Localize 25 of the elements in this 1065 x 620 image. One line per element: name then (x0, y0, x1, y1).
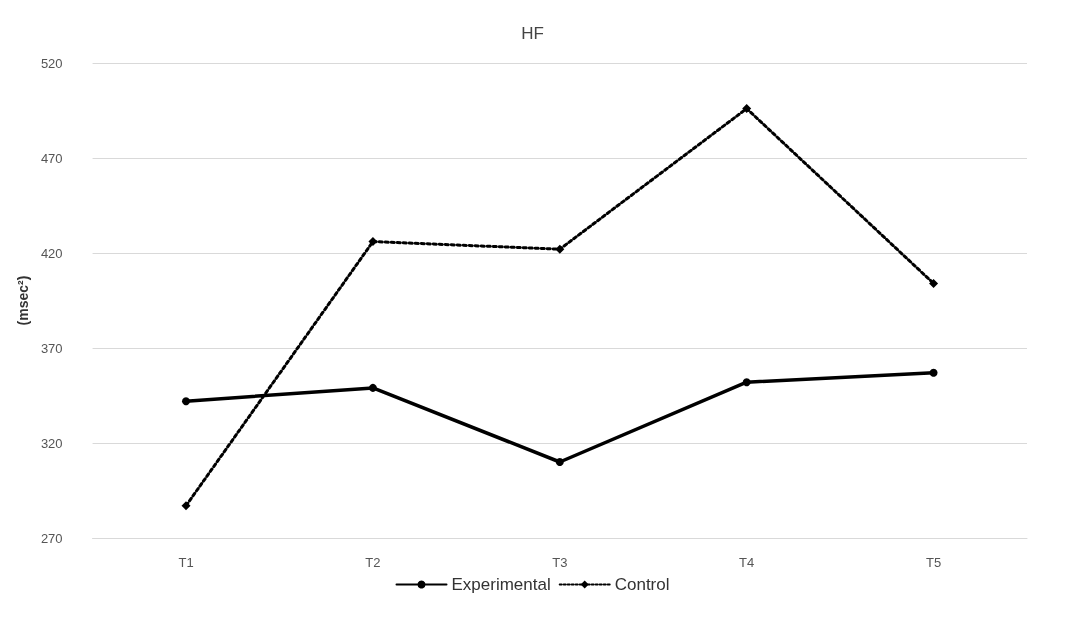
legend-label: Control (614, 575, 670, 594)
y-tick-label: 270 (40, 530, 63, 546)
x-tick-label: T3 (552, 555, 568, 570)
y-tick-label: 370 (40, 340, 63, 356)
legend-label: Experimental (451, 575, 551, 594)
point (555, 458, 564, 466)
y-tick-label: 320 (40, 435, 63, 451)
x-tick-label: T5 (925, 555, 942, 570)
point (929, 278, 939, 288)
point (368, 237, 378, 247)
x-tick-label: T1 (178, 555, 194, 570)
point (555, 244, 565, 254)
chart-title: HF (521, 24, 544, 43)
x-tick-label: T4 (739, 555, 755, 570)
point (929, 368, 938, 377)
point (368, 383, 377, 392)
point (181, 501, 191, 511)
x-tick-label: T2 (365, 555, 381, 570)
y-tick-label: 470 (40, 150, 63, 166)
point (742, 378, 751, 387)
y-axis-title: (msec²) (15, 275, 31, 326)
point (742, 104, 752, 114)
point (182, 397, 191, 406)
y-tick-label: 420 (40, 245, 63, 261)
y-tick-label: 520 (40, 55, 63, 71)
